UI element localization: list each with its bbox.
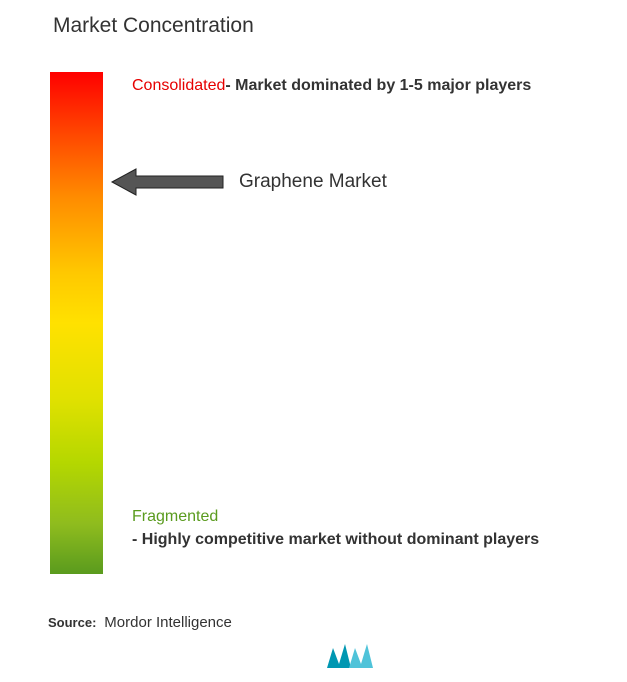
market-name: Graphene Market — [239, 171, 387, 193]
concentration-gradient-bar — [50, 72, 103, 574]
brand-logo — [327, 642, 375, 673]
consolidated-description: - Market dominated by 1-5 major players — [225, 72, 531, 101]
chart-container: Market Concentration Consolidated - Mark… — [0, 0, 627, 682]
consolidated-label: Consolidated — [132, 77, 225, 95]
chart-title: Market Concentration — [53, 14, 254, 38]
mordor-logo-icon — [327, 642, 375, 668]
fragmented-description: - Highly competitive market without domi… — [132, 526, 539, 555]
market-marker: Graphene Market — [110, 165, 387, 199]
source-line: Source: Mordor Intelligence — [48, 614, 232, 631]
fragmented-label: Fragmented — [132, 508, 218, 526]
fragmented-row: Fragmented - Highly competitive market w… — [132, 508, 602, 555]
consolidated-row: Consolidated - Market dominated by 1-5 m… — [132, 72, 531, 101]
source-label: Source: — [48, 615, 96, 630]
source-value: Mordor Intelligence — [104, 614, 232, 631]
arrow-left-icon — [110, 165, 225, 199]
